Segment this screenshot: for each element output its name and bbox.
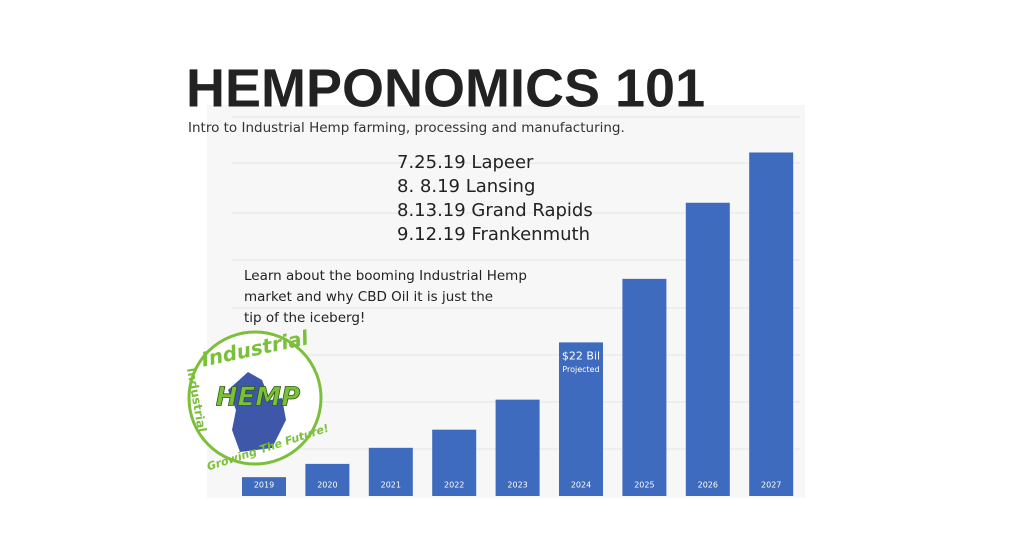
bar	[242, 477, 286, 496]
logo-center: HEMP	[216, 383, 300, 413]
x-tick-label: 2027	[761, 481, 781, 490]
bars: 2019 2020 2021 2022 2023 2024 $22 Bil Projected…	[242, 152, 794, 496]
events: 7.25.19 Lapeer 8. 8.19 Lansing 8.13.19 Gra…	[397, 152, 593, 245]
event: 9.12.19 Frankenmuth	[397, 224, 590, 245]
annotation: Projected	[562, 365, 599, 374]
bar	[749, 152, 794, 496]
blurb-line: Learn about the booming Industrial Hemp	[244, 268, 527, 284]
bar	[495, 399, 540, 496]
x-tick-label: 2022	[444, 481, 464, 490]
blurb: Learn about the booming Industrial Hemp m…	[244, 268, 527, 326]
bar	[685, 202, 730, 496]
x-tick-label: 2023	[507, 481, 527, 490]
bar	[559, 342, 603, 496]
value-label: $22 Bil	[562, 349, 600, 362]
subtitle: Intro to Industrial Hemp farming, proces…	[188, 120, 625, 136]
x-tick-label: 2019	[254, 481, 274, 490]
x-tick-label: 2020	[317, 481, 337, 490]
bar	[622, 278, 667, 496]
event: 8.13.19 Grand Rapids	[397, 200, 593, 221]
x-tick-label: 2021	[381, 481, 401, 490]
event: 7.25.19 Lapeer	[397, 152, 534, 173]
bar	[305, 463, 350, 496]
x-tick-label: 2026	[698, 481, 718, 490]
x-tick-label: 2025	[634, 481, 654, 490]
blurb-line: market and why CBD Oil it is just the	[244, 289, 493, 305]
x-tick-label: 2024	[571, 481, 591, 490]
event: 8. 8.19 Lansing	[397, 176, 535, 197]
chart-title: HEMPONOMICS 101	[186, 58, 705, 118]
bar	[432, 429, 477, 496]
blurb-line: tip of the iceberg!	[244, 310, 365, 326]
michigan-shape	[228, 372, 286, 452]
bar	[368, 447, 413, 496]
